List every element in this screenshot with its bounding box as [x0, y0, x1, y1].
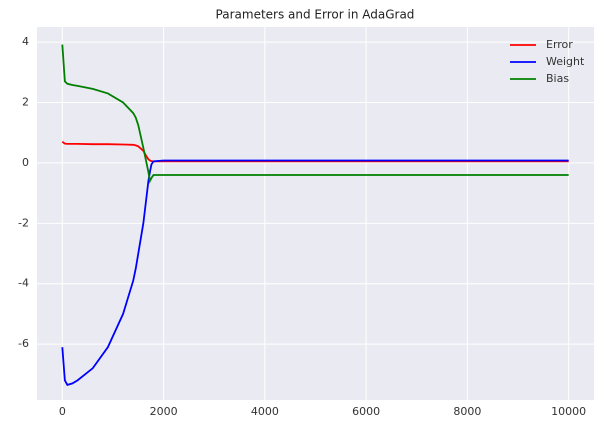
legend-label: Bias — [546, 72, 569, 85]
y-tick-label: -2 — [18, 216, 29, 229]
x-tick-label: 10000 — [551, 405, 586, 418]
chart-title: Parameters and Error in AdaGrad — [216, 8, 415, 22]
line-series — [61, 159, 569, 386]
line-series — [61, 44, 569, 184]
legend-label: Weight — [546, 55, 585, 68]
plot-area — [37, 27, 594, 400]
y-tick-label: -4 — [18, 277, 29, 290]
x-tick-label: 0 — [59, 405, 66, 418]
x-tick-label: 6000 — [352, 405, 380, 418]
legend-label: Error — [546, 38, 573, 51]
line-series — [61, 141, 569, 163]
x-tick-label: 2000 — [150, 405, 178, 418]
x-tick-label: 8000 — [453, 405, 481, 418]
y-tick-label: 0 — [22, 156, 29, 169]
y-tick-label: -6 — [18, 337, 29, 350]
y-tick-label: 4 — [22, 35, 29, 48]
x-tick-label: 4000 — [251, 405, 279, 418]
y-tick-label: 2 — [22, 96, 29, 109]
